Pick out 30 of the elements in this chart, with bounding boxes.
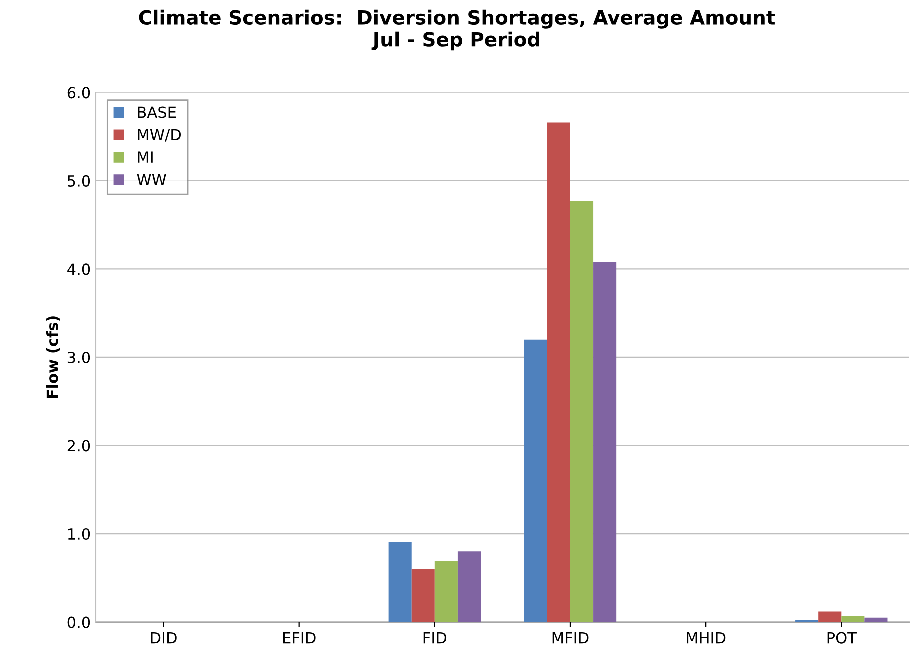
y-tick-label: 4.0 [68,264,90,276]
x-tick-label: MHID [687,632,726,644]
legend-label: BASE [138,106,176,118]
bar [524,340,548,622]
bar [570,201,594,622]
legend-label: MW/D [138,129,181,142]
y-tick-label: 5.0 [68,175,90,187]
bar [594,262,617,622]
y-tick-label: 2.0 [68,440,90,452]
x-tick-label: FID [424,632,447,644]
y-tick-label: 0.0 [68,616,90,628]
y-axis-title: Flow (cfs) [46,316,60,398]
bar [547,122,570,622]
bar [388,542,412,622]
bar [818,612,842,622]
legend-label: WW [137,174,166,186]
y-tick-label: 6.0 [68,87,90,99]
x-tick-label: EFID [283,632,316,644]
y-tick-label: 3.0 [68,352,90,364]
bar [434,561,458,622]
x-tick-label: MFID [552,632,589,644]
x-tick-label: DID [151,632,177,644]
bar [842,616,865,622]
bar [864,618,888,622]
x-tick-label: POT [828,632,857,644]
chart-title: Climate Scenarios: Diversion Shortages, Average Amount Jul - Sep Period [139,10,776,51]
bar [458,552,482,622]
y-tick-label: 1.0 [68,528,90,540]
bar [412,569,435,622]
legend-label: MI [138,152,153,163]
